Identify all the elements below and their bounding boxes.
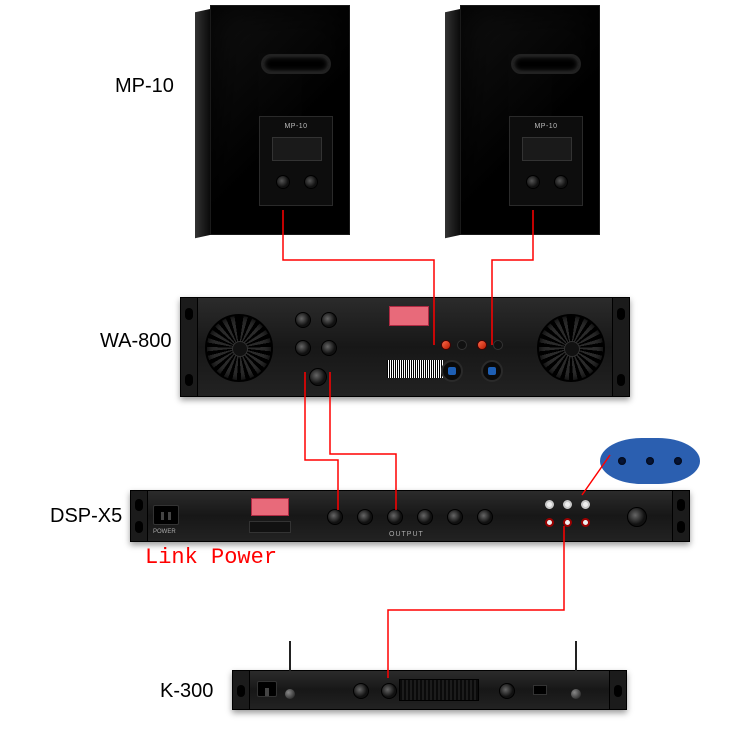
speaker-right: MP-10 [445,5,615,240]
speaker-right-model-text: MP-10 [534,123,557,130]
label-link-power: Link Power [145,545,277,570]
dsp-output-4[interactable] [417,509,433,525]
speaker-left-model-text: MP-10 [284,123,307,130]
speaker-right-jack-2[interactable] [554,175,568,189]
dsp-output-6[interactable] [477,509,493,525]
dsp-output-2[interactable] [357,509,373,525]
k300-dc-input[interactable] [257,681,277,697]
dsp-mic-input[interactable] [627,507,647,527]
speaker-left-jack-2[interactable] [304,175,318,189]
amp-speakon-ch2[interactable] [481,360,503,382]
dsp-usb-port[interactable] [249,521,291,533]
amp-input-xlr-2[interactable] [321,312,337,328]
dsp-rca-4[interactable] [545,518,554,527]
k300-antenna-b [575,641,577,671]
dsp-power-text: POWER [153,529,176,535]
dsp-output-text: OUTPUT [389,531,424,538]
amp-binding-ch1-neg[interactable] [457,340,467,350]
k300-ant-conn-a[interactable] [285,689,295,699]
dsp-rca-6[interactable] [581,518,590,527]
amp-binding-ch1-pos[interactable] [441,340,451,350]
speaker-left-jack-1[interactable] [276,175,290,189]
k300-antenna-a [289,641,291,671]
amp-wa800 [180,297,630,397]
speaker-left-backpanel: MP-10 [259,116,333,206]
label-k300: K-300 [160,680,213,703]
amp-binding-ch2-pos[interactable] [477,340,487,350]
k300-switch[interactable] [533,685,547,695]
label-dspx5: DSP-X5 [50,505,122,528]
receiver-k300 [232,670,627,710]
dsp-rca-3[interactable] [581,500,590,509]
speaker-right-jack-1[interactable] [526,175,540,189]
dsp-output-3[interactable] [387,509,403,525]
dsp-x5: POWER OUTPUT [130,490,690,542]
dsp-rca-1[interactable] [545,500,554,509]
dsp-iec-socket[interactable] [153,505,179,525]
k300-output-3[interactable] [499,683,515,699]
speaker-right-backpanel: MP-10 [509,116,583,206]
callout-bubble [600,438,700,484]
dsp-rca-2[interactable] [563,500,572,509]
dsp-output-1[interactable] [327,509,343,525]
k300-ant-conn-b[interactable] [571,689,581,699]
dsp-rca-5[interactable] [563,518,572,527]
amp-speakon-ch1[interactable] [441,360,463,382]
k300-output-1[interactable] [353,683,369,699]
dsp-brand-label [251,498,289,516]
amp-input-xlr-4[interactable] [321,340,337,356]
amp-fan-left-icon [205,314,273,382]
amp-input-xlr-1[interactable] [295,312,311,328]
amp-iec-socket[interactable] [309,368,327,386]
amp-barcode [387,360,443,378]
speaker-left: MP-10 [195,5,365,240]
amp-brand-label [389,306,429,326]
amp-fan-right-icon [537,314,605,382]
label-mp10: MP-10 [115,75,174,98]
dsp-output-5[interactable] [447,509,463,525]
amp-input-xlr-3[interactable] [295,340,311,356]
k300-vent [399,679,479,701]
k300-output-2[interactable] [381,683,397,699]
amp-binding-ch2-neg[interactable] [493,340,503,350]
label-wa800: WA-800 [100,330,172,353]
